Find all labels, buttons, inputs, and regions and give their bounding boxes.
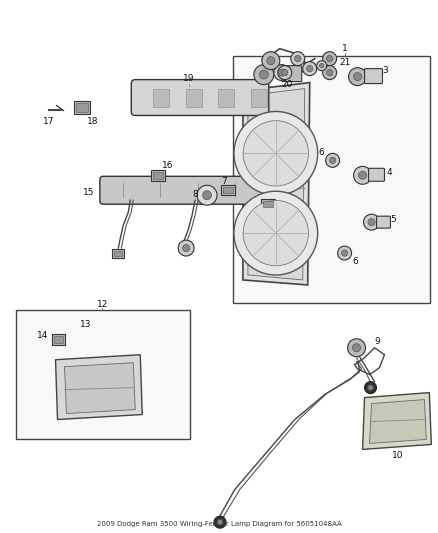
Circle shape [364, 382, 377, 393]
Circle shape [274, 64, 290, 80]
FancyBboxPatch shape [364, 69, 382, 84]
Circle shape [307, 66, 313, 72]
Text: 6: 6 [353, 256, 358, 265]
Bar [186, 88, 202, 107]
Polygon shape [243, 83, 310, 285]
Bar [218, 88, 234, 107]
Bar [77, 102, 88, 112]
Text: 8: 8 [192, 190, 198, 199]
Text: 6: 6 [319, 148, 325, 157]
Bar [251, 88, 267, 107]
Circle shape [317, 61, 327, 71]
Circle shape [323, 52, 337, 66]
Circle shape [326, 55, 333, 62]
Text: 10: 10 [392, 451, 403, 460]
Circle shape [353, 166, 371, 184]
Bar [221, 185, 235, 195]
Circle shape [368, 385, 373, 390]
FancyBboxPatch shape [368, 168, 385, 181]
Circle shape [353, 72, 362, 80]
Circle shape [243, 120, 308, 186]
Text: 21: 21 [339, 58, 350, 67]
Polygon shape [56, 355, 142, 419]
Circle shape [319, 63, 324, 68]
Polygon shape [64, 362, 135, 414]
Circle shape [262, 52, 280, 70]
Text: 19: 19 [184, 74, 195, 83]
Circle shape [323, 66, 337, 79]
Polygon shape [363, 393, 431, 449]
Circle shape [303, 62, 317, 76]
Text: 1: 1 [342, 44, 347, 53]
Circle shape [178, 240, 194, 256]
Bar [52, 334, 66, 345]
Text: 17: 17 [43, 117, 54, 126]
Circle shape [368, 219, 375, 226]
Text: 4: 4 [387, 168, 392, 177]
Text: 2009 Dodge Ram 3500 Wiring-Fender Lamp Diagram for 56051048AA: 2009 Dodge Ram 3500 Wiring-Fender Lamp D… [97, 521, 341, 527]
Text: 7: 7 [221, 177, 227, 186]
Bar [53, 336, 64, 343]
Circle shape [278, 69, 286, 76]
Circle shape [254, 64, 274, 85]
FancyBboxPatch shape [282, 66, 302, 82]
Bar [153, 88, 169, 107]
Circle shape [291, 52, 305, 66]
Bar [261, 199, 275, 209]
Text: 9: 9 [374, 337, 380, 346]
FancyBboxPatch shape [131, 79, 269, 116]
Bar [223, 187, 233, 193]
Text: 18: 18 [87, 117, 98, 126]
Text: 16: 16 [162, 161, 174, 170]
Circle shape [234, 111, 318, 195]
Circle shape [202, 191, 212, 200]
Bar [74, 101, 90, 115]
Bar [114, 251, 122, 255]
FancyBboxPatch shape [100, 176, 290, 204]
Bar [112, 248, 124, 257]
Circle shape [349, 68, 367, 86]
Circle shape [278, 66, 292, 79]
Polygon shape [248, 88, 305, 280]
Circle shape [359, 171, 367, 179]
Circle shape [259, 70, 268, 79]
Bar [151, 170, 165, 181]
Circle shape [243, 200, 308, 266]
Bar [263, 201, 273, 207]
Circle shape [329, 157, 336, 164]
Text: 3: 3 [383, 66, 389, 75]
Text: 15: 15 [83, 188, 94, 197]
Bar [233, 55, 430, 303]
Circle shape [348, 339, 366, 357]
Circle shape [183, 245, 190, 252]
Circle shape [326, 69, 333, 76]
Circle shape [214, 516, 226, 528]
Text: 12: 12 [97, 301, 108, 309]
Circle shape [295, 55, 301, 62]
Text: 13: 13 [80, 320, 91, 329]
Text: 2: 2 [302, 63, 307, 72]
Circle shape [234, 191, 318, 275]
Circle shape [267, 56, 275, 64]
Circle shape [338, 246, 352, 260]
Circle shape [282, 69, 288, 76]
Polygon shape [370, 400, 426, 443]
Circle shape [197, 185, 217, 205]
FancyBboxPatch shape [377, 216, 390, 228]
Circle shape [217, 520, 223, 525]
Text: 5: 5 [391, 215, 396, 224]
Circle shape [342, 250, 348, 256]
Circle shape [326, 154, 339, 167]
Bar [153, 172, 163, 179]
Text: 20: 20 [281, 80, 293, 89]
Circle shape [353, 344, 360, 352]
Text: 14: 14 [37, 332, 48, 340]
Circle shape [364, 214, 379, 230]
Bar [16, 310, 190, 439]
